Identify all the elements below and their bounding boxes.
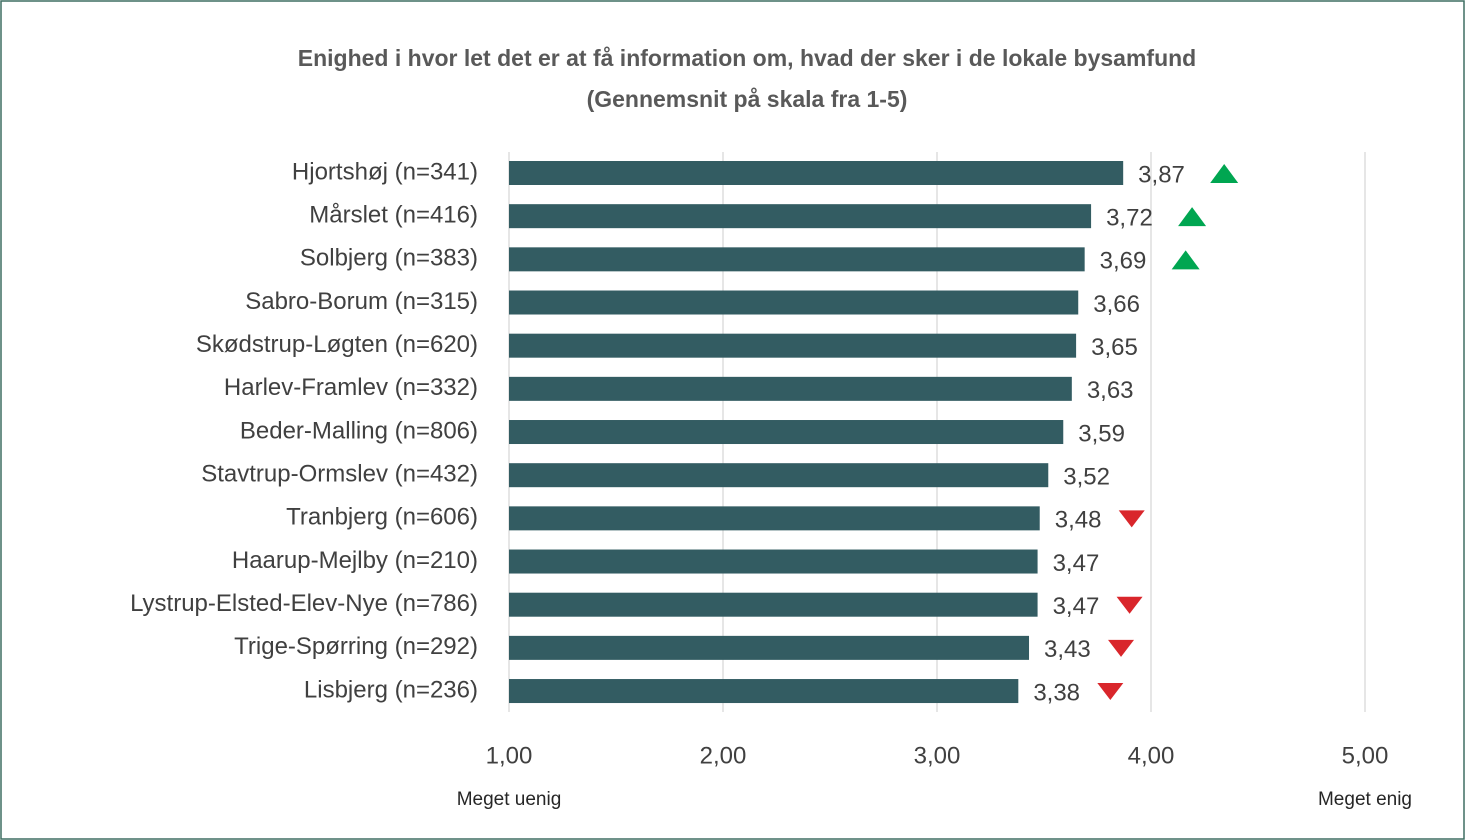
y-tick-label: Solbjerg (n=383) (300, 245, 478, 272)
down-marker (1118, 510, 1145, 528)
bar (509, 247, 1085, 272)
y-tick-label: Trige-Spørring (n=292) (234, 633, 478, 660)
value-label: 3,65 (1091, 334, 1138, 361)
bar (509, 420, 1064, 445)
value-label: 3,59 (1078, 420, 1125, 447)
bar (509, 161, 1124, 185)
x-tick-label: 2,00 (700, 742, 747, 769)
bar (509, 679, 1019, 704)
up-marker (1171, 250, 1200, 270)
bar (509, 635, 1030, 660)
value-label: 3,52 (1063, 464, 1110, 491)
x-tick-label: 3,00 (914, 742, 961, 769)
chart-subtitle: (Gennemsnit på skala fra 1-5) (587, 86, 908, 112)
value-label: 3,43 (1044, 636, 1091, 663)
value-label: 3,47 (1053, 550, 1100, 577)
y-tick-label: Beder-Malling (n=806) (240, 417, 478, 444)
y-tick-label: Stavtrup-Ormslev (n=432) (201, 461, 478, 488)
value-label: 3,48 (1055, 507, 1102, 534)
value-label: 3,87 (1138, 161, 1185, 188)
up-marker (1210, 164, 1239, 183)
value-label: 3,63 (1087, 377, 1134, 404)
y-tick-label: Hjortshøj (n=341) (292, 158, 478, 185)
y-tick-label: Lisbjerg (n=236) (304, 676, 478, 703)
x-tick-label: 1,00 (486, 742, 533, 769)
x-tick-label: 4,00 (1128, 742, 1175, 769)
chart-title: Enighed i hvor let det er at få informat… (298, 45, 1196, 71)
bar (509, 463, 1049, 488)
axis-end-label: Meget uenig (457, 789, 562, 810)
y-tick-label: Lystrup-Elsted-Elev-Nye (n=786) (130, 590, 478, 617)
y-tick-label: Harlev-Framlev (n=332) (224, 374, 478, 401)
bar (509, 290, 1079, 315)
bar (509, 376, 1072, 401)
bar (509, 549, 1038, 574)
value-label: 3,72 (1106, 205, 1153, 232)
axis-end-label: Meget enig (1318, 789, 1412, 810)
y-tick-label: Tranbjerg (n=606) (286, 504, 478, 531)
value-label: 3,38 (1033, 679, 1080, 706)
up-marker (1178, 207, 1207, 227)
down-marker (1116, 596, 1143, 614)
x-tick-label: 5,00 (1342, 742, 1389, 769)
y-tick-label: Haarup-Mejlby (n=210) (232, 547, 478, 574)
down-marker (1097, 683, 1124, 701)
bar (509, 506, 1040, 531)
y-tick-label: Skødstrup-Løgten (n=620) (196, 331, 478, 358)
y-tick-label: Mårslet (n=416) (309, 202, 478, 229)
value-label: 3,66 (1093, 291, 1140, 318)
down-marker (1108, 639, 1135, 657)
value-label: 3,47 (1053, 593, 1100, 620)
bar (509, 592, 1038, 617)
bar (509, 333, 1077, 358)
bar (509, 204, 1092, 229)
y-tick-label: Sabro-Borum (n=315) (245, 288, 478, 315)
value-label: 3,69 (1100, 248, 1147, 275)
